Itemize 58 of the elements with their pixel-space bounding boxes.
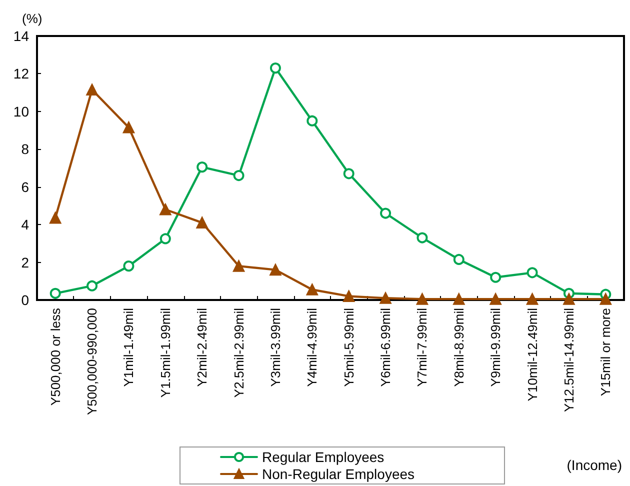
x-tick-label: Y6mil-6.99mil — [378, 308, 394, 387]
point — [86, 280, 98, 292]
legend-label: Regular Employees — [262, 449, 384, 465]
point — [380, 292, 392, 304]
x-tick-label: Y12.5mil-14.99mil — [561, 308, 576, 412]
x-tick-label: Y500,000 or less — [48, 308, 63, 406]
point — [490, 272, 502, 283]
point — [270, 62, 281, 74]
point — [50, 288, 61, 299]
x-tick-label: Y1.5mil-1.99mil — [158, 308, 173, 398]
point — [563, 293, 575, 305]
point — [343, 290, 355, 302]
point — [490, 293, 502, 305]
x-tick-label: Y15mil or more — [598, 308, 614, 396]
x-tick-label: Y10mil-12.49mil — [524, 308, 540, 402]
x-tick-label: Y1mil-1.49mil — [121, 308, 136, 387]
point — [453, 254, 464, 265]
point — [526, 267, 538, 278]
x-tick-label: Y4mil-4.99mil — [304, 308, 320, 387]
point — [160, 204, 172, 216]
point — [122, 122, 135, 134]
y-tick-label: 0 — [21, 292, 30, 308]
x-tick-label: Y5mil-5.99mil — [341, 308, 356, 387]
x-tick-label: Y7mil-7.99mil — [414, 308, 430, 387]
point — [270, 264, 282, 276]
x-tick-label: Y9mil-9.99mil — [488, 308, 504, 387]
x-tick-label: Y500,000-990,000 — [84, 308, 100, 415]
point — [50, 212, 62, 224]
y-tick-label: 12 — [13, 66, 30, 82]
x-axis-title: (Income) — [566, 457, 622, 473]
point — [123, 260, 134, 272]
x-tick-label: Y2.5mil-2.99mil — [231, 308, 246, 398]
point — [343, 168, 354, 180]
legend-label: Non-Regular Employees — [262, 466, 415, 482]
point — [232, 260, 245, 272]
point — [86, 84, 98, 96]
point — [160, 233, 171, 244]
y-axis-title: (%) — [22, 11, 42, 26]
y-tick-label: 14 — [13, 28, 30, 44]
point — [416, 293, 428, 305]
point — [306, 115, 318, 126]
point — [196, 162, 208, 173]
point — [380, 208, 392, 219]
y-tick-label: 6 — [21, 178, 30, 195]
y-tick-label: 10 — [13, 103, 30, 120]
x-tick-label: Y2mil-2.49mil — [194, 308, 210, 387]
point — [306, 284, 318, 296]
point — [233, 170, 244, 182]
y-tick-label: 8 — [21, 141, 30, 158]
y-tick-label: 2 — [21, 254, 30, 270]
y-tick-label: 4 — [21, 216, 30, 233]
point — [526, 293, 538, 305]
point — [416, 232, 428, 244]
point — [600, 293, 612, 305]
x-tick-label: Y8mil-8.99mil — [451, 308, 466, 387]
x-tick-label: Y3mil-3.99mil — [268, 308, 283, 387]
point — [196, 216, 208, 228]
point — [453, 293, 465, 305]
